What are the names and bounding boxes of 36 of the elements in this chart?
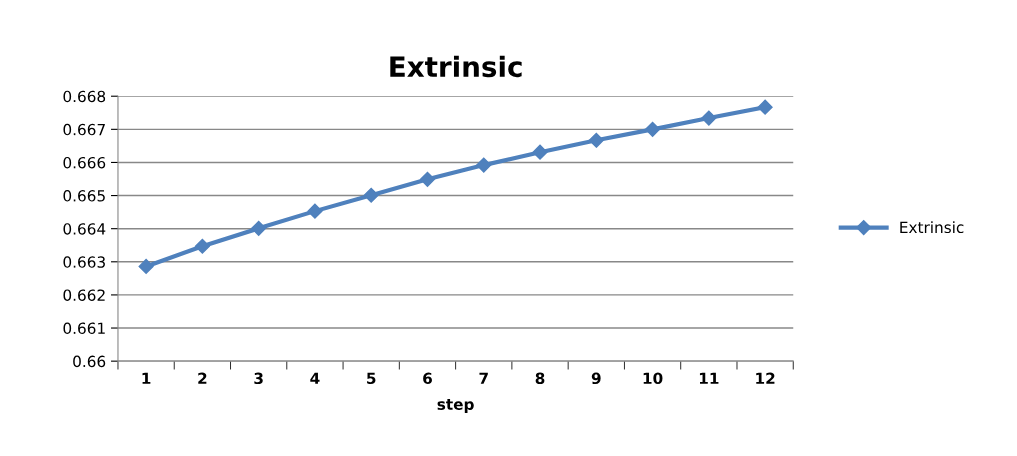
y-tick-label: 0.667 <box>63 123 105 136</box>
y-tick-label: 0.665 <box>63 190 105 202</box>
point <box>194 238 210 254</box>
x-tick-label: 9 <box>591 372 601 385</box>
point <box>701 110 717 126</box>
y-tick-label: 0.668 <box>63 90 106 103</box>
point <box>363 187 379 203</box>
x-axis-title: step <box>437 399 474 413</box>
x-tick-label: 1 <box>142 372 151 384</box>
x-tick-label: 12 <box>756 372 775 384</box>
y-tick-label: 0.666 <box>63 156 106 169</box>
point <box>532 144 548 160</box>
x-tick-label: 8 <box>535 372 545 385</box>
y-tick-label: 0.663 <box>63 256 105 268</box>
x-tick-label: 10 <box>643 372 663 385</box>
x-tick-label: 3 <box>254 372 263 385</box>
point <box>588 132 604 148</box>
x-tick-label: 4 <box>310 372 320 384</box>
x-tick-label: 6 <box>423 372 432 385</box>
y-tick-label: 0.662 <box>63 289 105 301</box>
point <box>757 99 773 115</box>
point <box>476 157 492 173</box>
point <box>419 171 436 187</box>
x-tick-label: 5 <box>367 372 376 385</box>
x-tick-label: 7 <box>479 372 488 384</box>
point <box>138 258 154 275</box>
y-tick-label: 0.66 <box>73 355 106 368</box>
y-tick-label: 0.661 <box>63 322 105 335</box>
y-tick-label: 0.664 <box>63 223 106 235</box>
point <box>645 121 661 137</box>
legend-label: Extrinsic <box>900 221 964 234</box>
chart-title: Extrinsic <box>390 55 522 78</box>
x-tick-label: 2 <box>198 372 207 384</box>
point <box>307 203 323 219</box>
x-tick-label: 11 <box>699 372 719 384</box>
point <box>251 220 267 236</box>
